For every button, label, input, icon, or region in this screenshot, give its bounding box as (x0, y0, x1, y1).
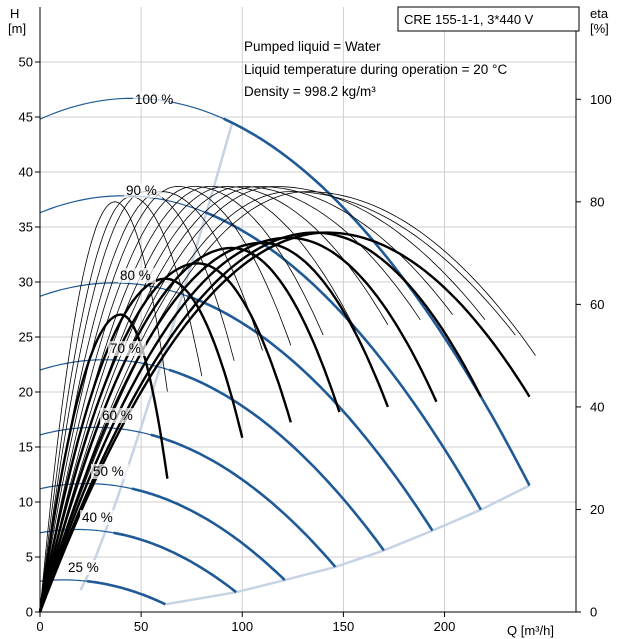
y-left-tick-label: 50 (19, 55, 33, 70)
y-right-tick-label: 60 (590, 297, 604, 312)
speed-label: 90 % (126, 183, 157, 198)
y-left-tick-label: 0 (26, 605, 33, 620)
head-curve-thin (39, 195, 206, 214)
grid (40, 7, 576, 612)
info-line-liquid: Pumped liquid = Water (244, 39, 381, 54)
x-tick-label: 200 (434, 619, 456, 634)
speed-label: 60 % (102, 408, 133, 423)
head-curve-operating (168, 368, 385, 552)
x-tick-label: 150 (333, 619, 355, 634)
y-left-tick-label: 45 (19, 110, 33, 125)
efficiency-curves (38, 186, 536, 613)
y-left-tick-label: 35 (19, 220, 33, 235)
efficiency-curve-thin (39, 186, 486, 613)
y-left-tick-label: 40 (19, 165, 33, 180)
efficiency-curve-thin (39, 191, 516, 613)
efficiency-curve-bold (38, 241, 390, 613)
info-line-density: Density = 998.2 kg/m³ (244, 84, 376, 99)
head-curve-operating (131, 487, 286, 582)
efficiency-curve-bold (38, 236, 438, 613)
y-right-tick-label: 0 (590, 605, 597, 620)
x-tick-label: 50 (134, 619, 148, 634)
efficiency-curve-thin (39, 186, 389, 613)
head-curve-thin (39, 426, 151, 436)
speed-label-bg (133, 92, 171, 107)
efficiency-curve-bold (38, 231, 482, 613)
envelope-curves (79, 122, 531, 606)
h-axis-unit-top: H (10, 6, 19, 21)
efficiency-curve-bold (38, 262, 292, 613)
speed-label: 25 % (68, 560, 99, 575)
speed-label-bg (124, 183, 162, 198)
chart-title: CRE 155-1-1, 3*440 V (404, 12, 534, 27)
eta-axis-unit-top: eta (590, 6, 609, 21)
q-axis-label: Q [m³/h] (507, 623, 554, 638)
speed-label: 100 % (135, 92, 173, 107)
efficiency-curve-bold (38, 277, 244, 613)
speed-label-bg (118, 268, 156, 283)
y-left-tick-label: 25 (19, 330, 33, 345)
x-tick-label: 100 (231, 619, 253, 634)
y-left-tick-label: 15 (19, 440, 33, 455)
efficiency-curve-thin (39, 191, 536, 613)
axes: 0 50 100 150 200 0 5 10 15 20 25 30 35 40 45 50 0 20 40 60 8… (19, 7, 612, 634)
y-left-tick-label: 5 (26, 550, 33, 565)
x-tick-label: 0 (36, 619, 43, 634)
y-right-tick-label: 100 (590, 92, 612, 107)
title-box (397, 6, 580, 32)
envelope-left-line (79, 122, 234, 591)
speed-label-bg (100, 408, 138, 423)
y-left-tick-label: 20 (19, 385, 33, 400)
speed-label: 70 % (110, 341, 141, 356)
info-line-temperature: Liquid temperature during operation = 20… (244, 62, 507, 77)
speed-label: 40 % (82, 510, 113, 525)
efficiency-curve-thin (39, 186, 453, 613)
y-left-tick-label: 10 (19, 495, 33, 510)
envelope-end-line (165, 484, 531, 606)
head-curve-thin (39, 97, 224, 120)
efficiency-curve-bold (38, 231, 531, 613)
y-right-tick-label: 80 (590, 194, 604, 209)
head-curve-operating (113, 531, 237, 594)
efficiency-curve-thin (39, 196, 203, 613)
head-curve-operating (86, 579, 166, 606)
speed-label-bg (108, 341, 146, 356)
head-curve-operating (150, 433, 337, 568)
efficiency-curve-thin (39, 186, 324, 613)
head-curve-thin (39, 282, 188, 297)
h-axis-unit-bottom: [m] (8, 21, 26, 36)
head-curve-operating (204, 211, 483, 511)
y-right-tick-label: 20 (590, 502, 604, 517)
curve-labels: 100 % 90 % 80 % 70 % 60 % 50 % 40 % 25 % (66, 92, 173, 575)
efficiency-curve-thin (39, 186, 292, 613)
speed-label-bg (66, 560, 104, 575)
speed-label: 50 % (93, 464, 124, 479)
head-curve-operating (223, 117, 531, 487)
head-curve-operating (186, 294, 434, 532)
speed-label: 80 % (120, 268, 151, 283)
efficiency-curve-bold (38, 246, 341, 613)
y-left-tick-label: 30 (19, 275, 33, 290)
speed-label-bg (91, 464, 129, 479)
speed-label-bg (80, 510, 118, 525)
eta-axis-unit-bottom: [%] (590, 21, 609, 36)
y-right-tick-label: 40 (590, 399, 604, 414)
